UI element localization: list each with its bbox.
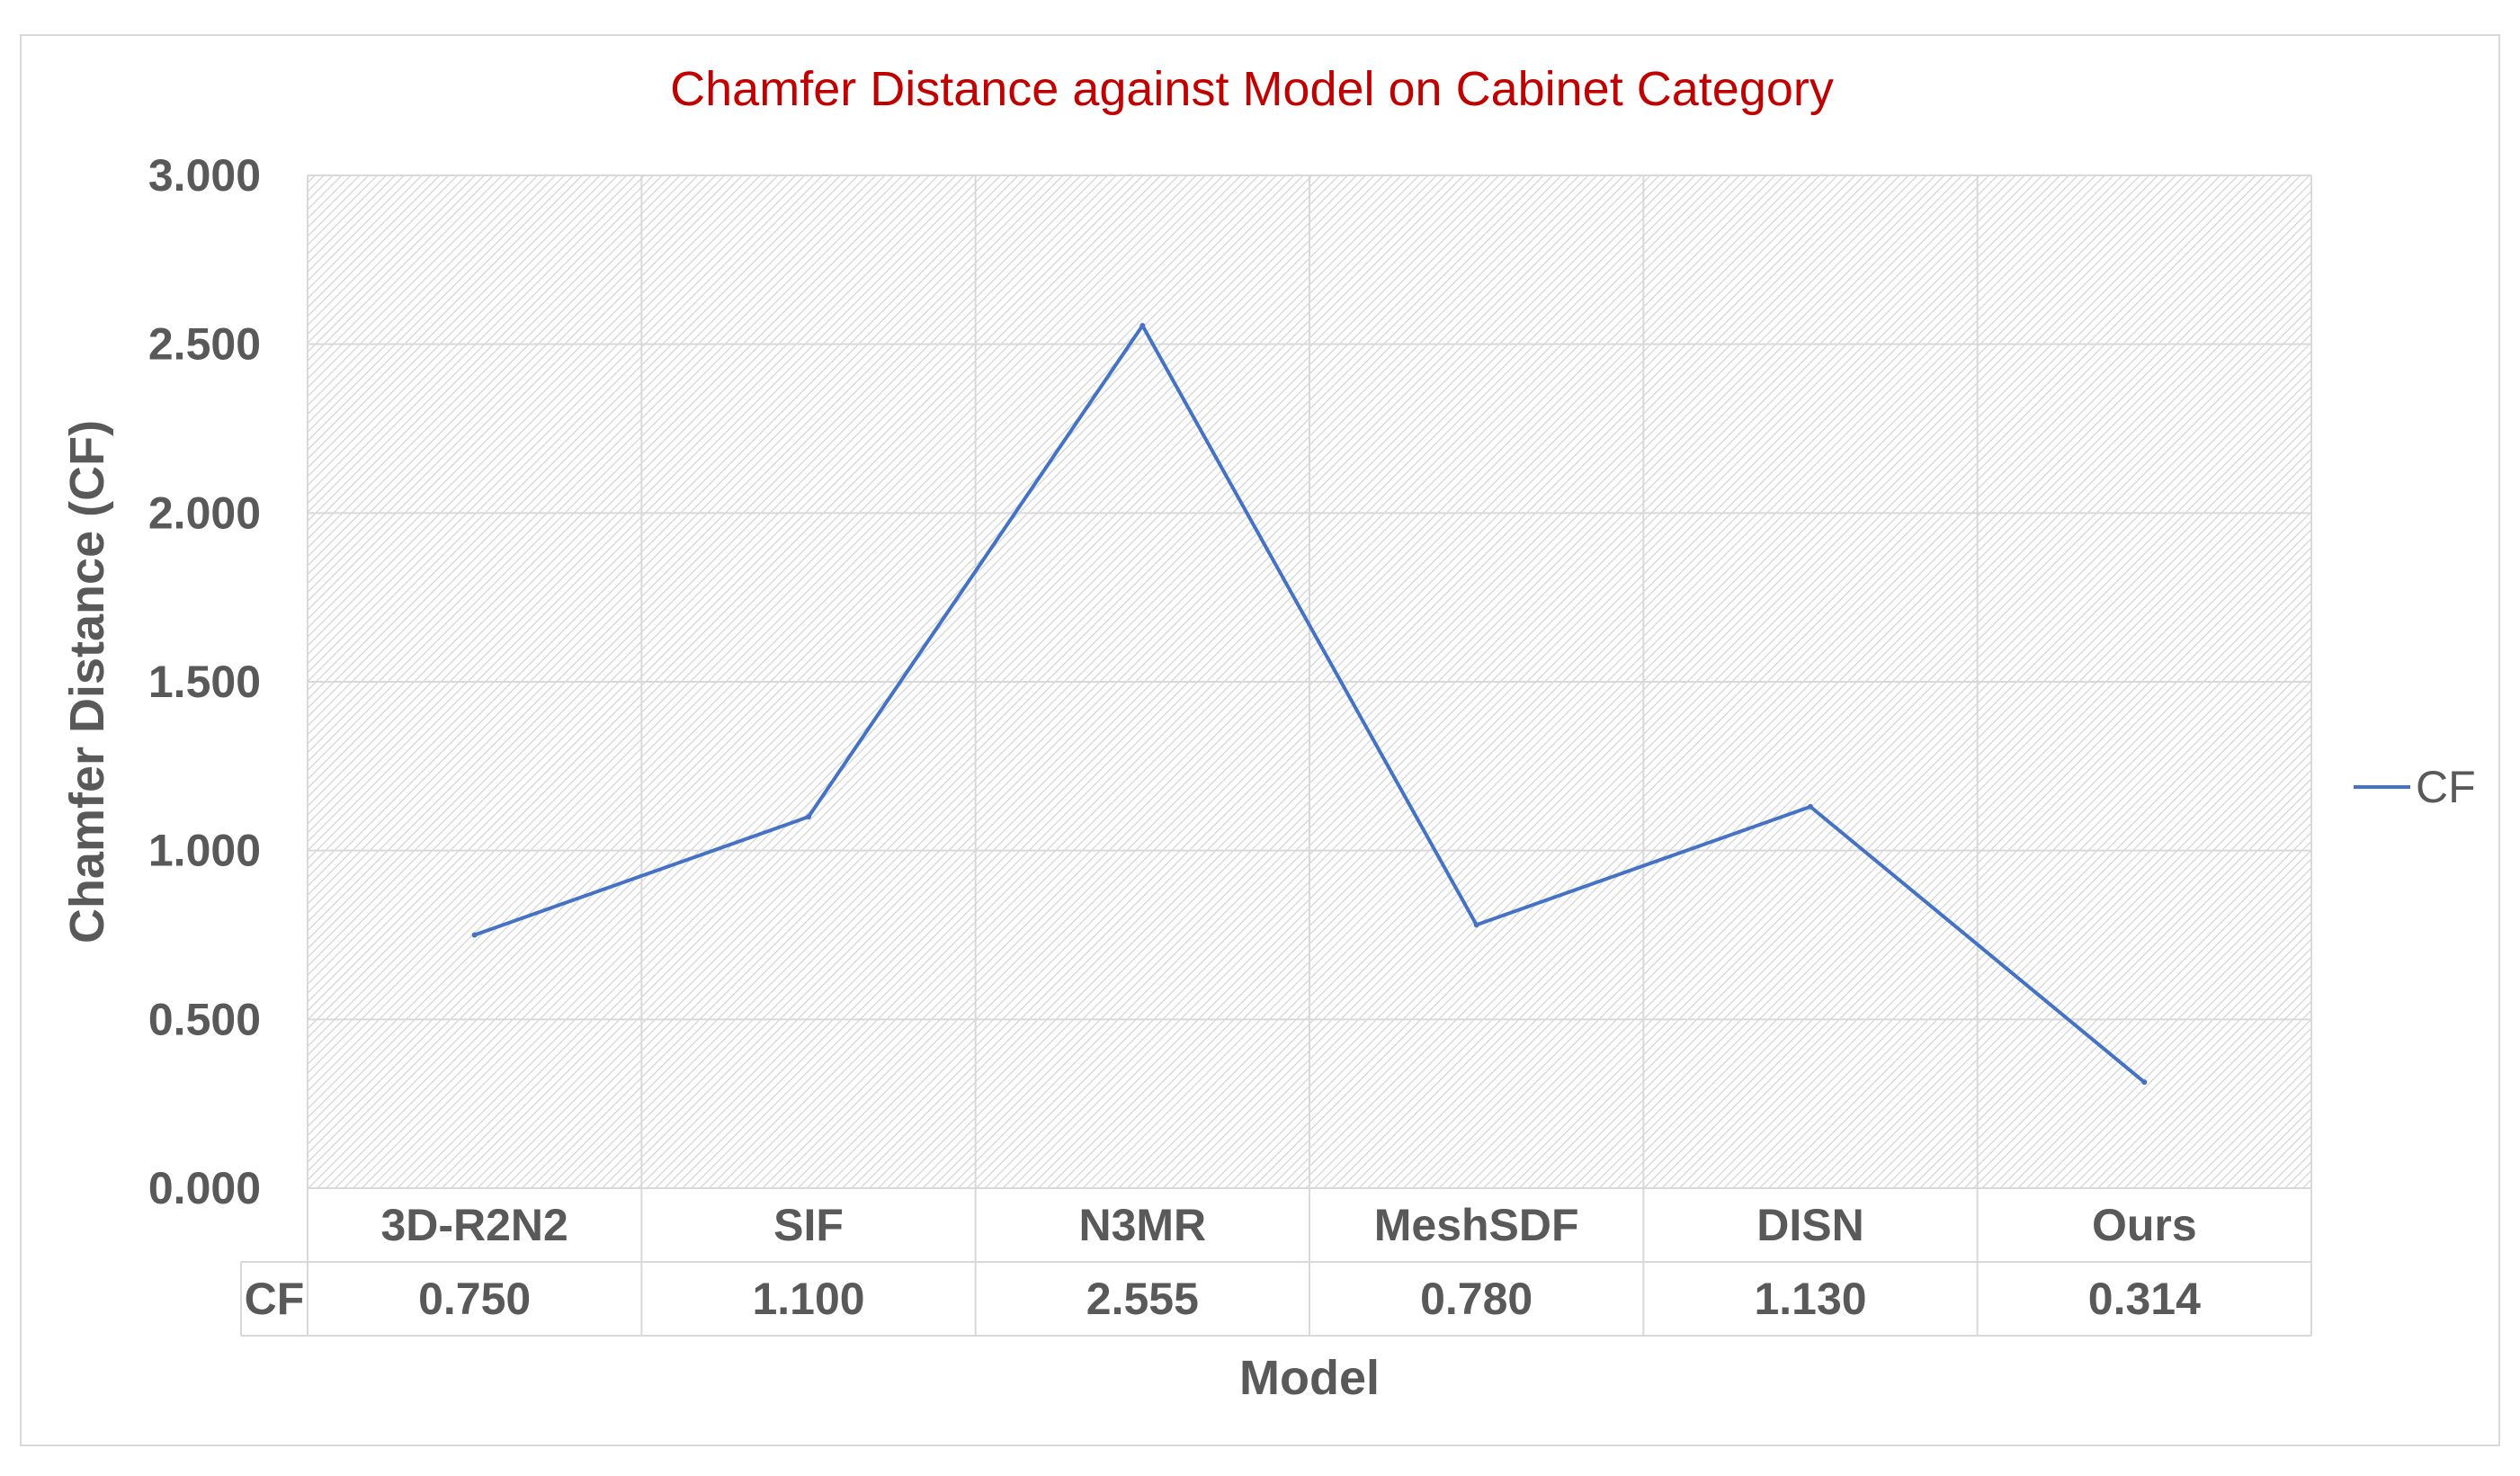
x-tick-label: Ours	[2092, 1200, 2197, 1250]
series-line-cf	[472, 324, 2147, 1085]
y-axis-ticks: 0.000 0.500 1.000 1.500 2.000 2.500 3.000	[148, 150, 261, 1213]
data-point	[806, 814, 811, 820]
data-point	[1473, 922, 1479, 928]
table-value-cell: 0.750	[418, 1274, 531, 1324]
data-point	[1139, 323, 1146, 329]
x-axis-title: Model	[1239, 1351, 1380, 1405]
y-axis-title: Chamfer Distance (CF)	[60, 420, 114, 944]
table-value-cell: 2.555	[1086, 1274, 1199, 1324]
y-tick-label: 2.000	[148, 488, 261, 538]
data-point	[2141, 1079, 2148, 1086]
y-tick-label: 3.000	[148, 150, 261, 201]
table-value-cell: 0.780	[1420, 1274, 1533, 1324]
series-line-layer	[471, 323, 2148, 1086]
y-tick-label: 1.500	[148, 657, 261, 707]
y-tick-label: 2.500	[148, 319, 261, 370]
data-point	[471, 932, 478, 938]
x-tick-label: SIF	[773, 1200, 844, 1250]
x-tick-label: MeshSDF	[1374, 1200, 1579, 1250]
y-tick-label: 0.000	[148, 1163, 261, 1213]
data-table: 3D-R2N2 SIF N3MR MeshSDF DISN Ours CF 0.750 1.10…	[240, 1188, 2312, 1337]
x-tick-label: 3D-R2N2	[380, 1200, 567, 1250]
table-value-cell: 0.314	[2088, 1274, 2201, 1324]
legend-label-cf: CF	[2416, 762, 2476, 812]
x-tick-label: N3MR	[1078, 1200, 1206, 1250]
legend: CF	[2354, 762, 2476, 812]
table-value-cell: 1.100	[752, 1274, 864, 1324]
table-series-header: CF	[245, 1274, 305, 1324]
chart-title: Chamfer Distance against Model on Cabine…	[670, 62, 1834, 116]
x-tick-label: DISN	[1756, 1200, 1863, 1250]
grid-lines	[307, 174, 2312, 1189]
table-value-cell: 1.130	[1754, 1274, 1866, 1324]
data-point	[1808, 803, 1813, 810]
y-tick-label: 0.500	[148, 994, 261, 1044]
y-tick-label: 1.000	[148, 826, 261, 876]
